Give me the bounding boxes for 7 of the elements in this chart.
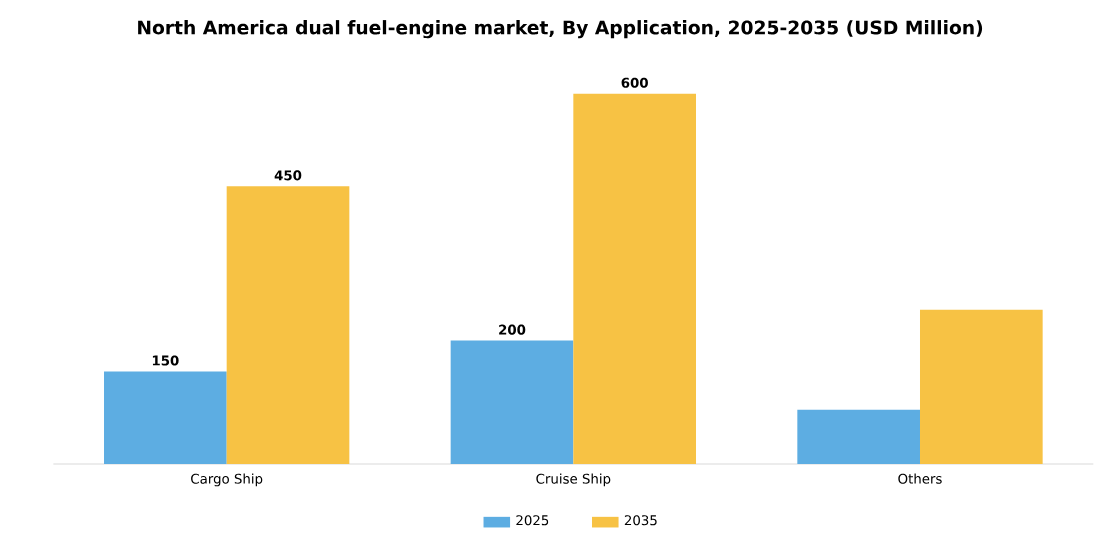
- chart-title: North America dual fuel-engine market, By Application, 2025-2035 (USD Million): [138, 20, 983, 39]
- bar: [226, 186, 350, 464]
- bar: [573, 93, 696, 464]
- bar: [450, 340, 574, 464]
- bar: [104, 371, 227, 464]
- bar: [919, 309, 1043, 464]
- bar: [797, 409, 920, 464]
